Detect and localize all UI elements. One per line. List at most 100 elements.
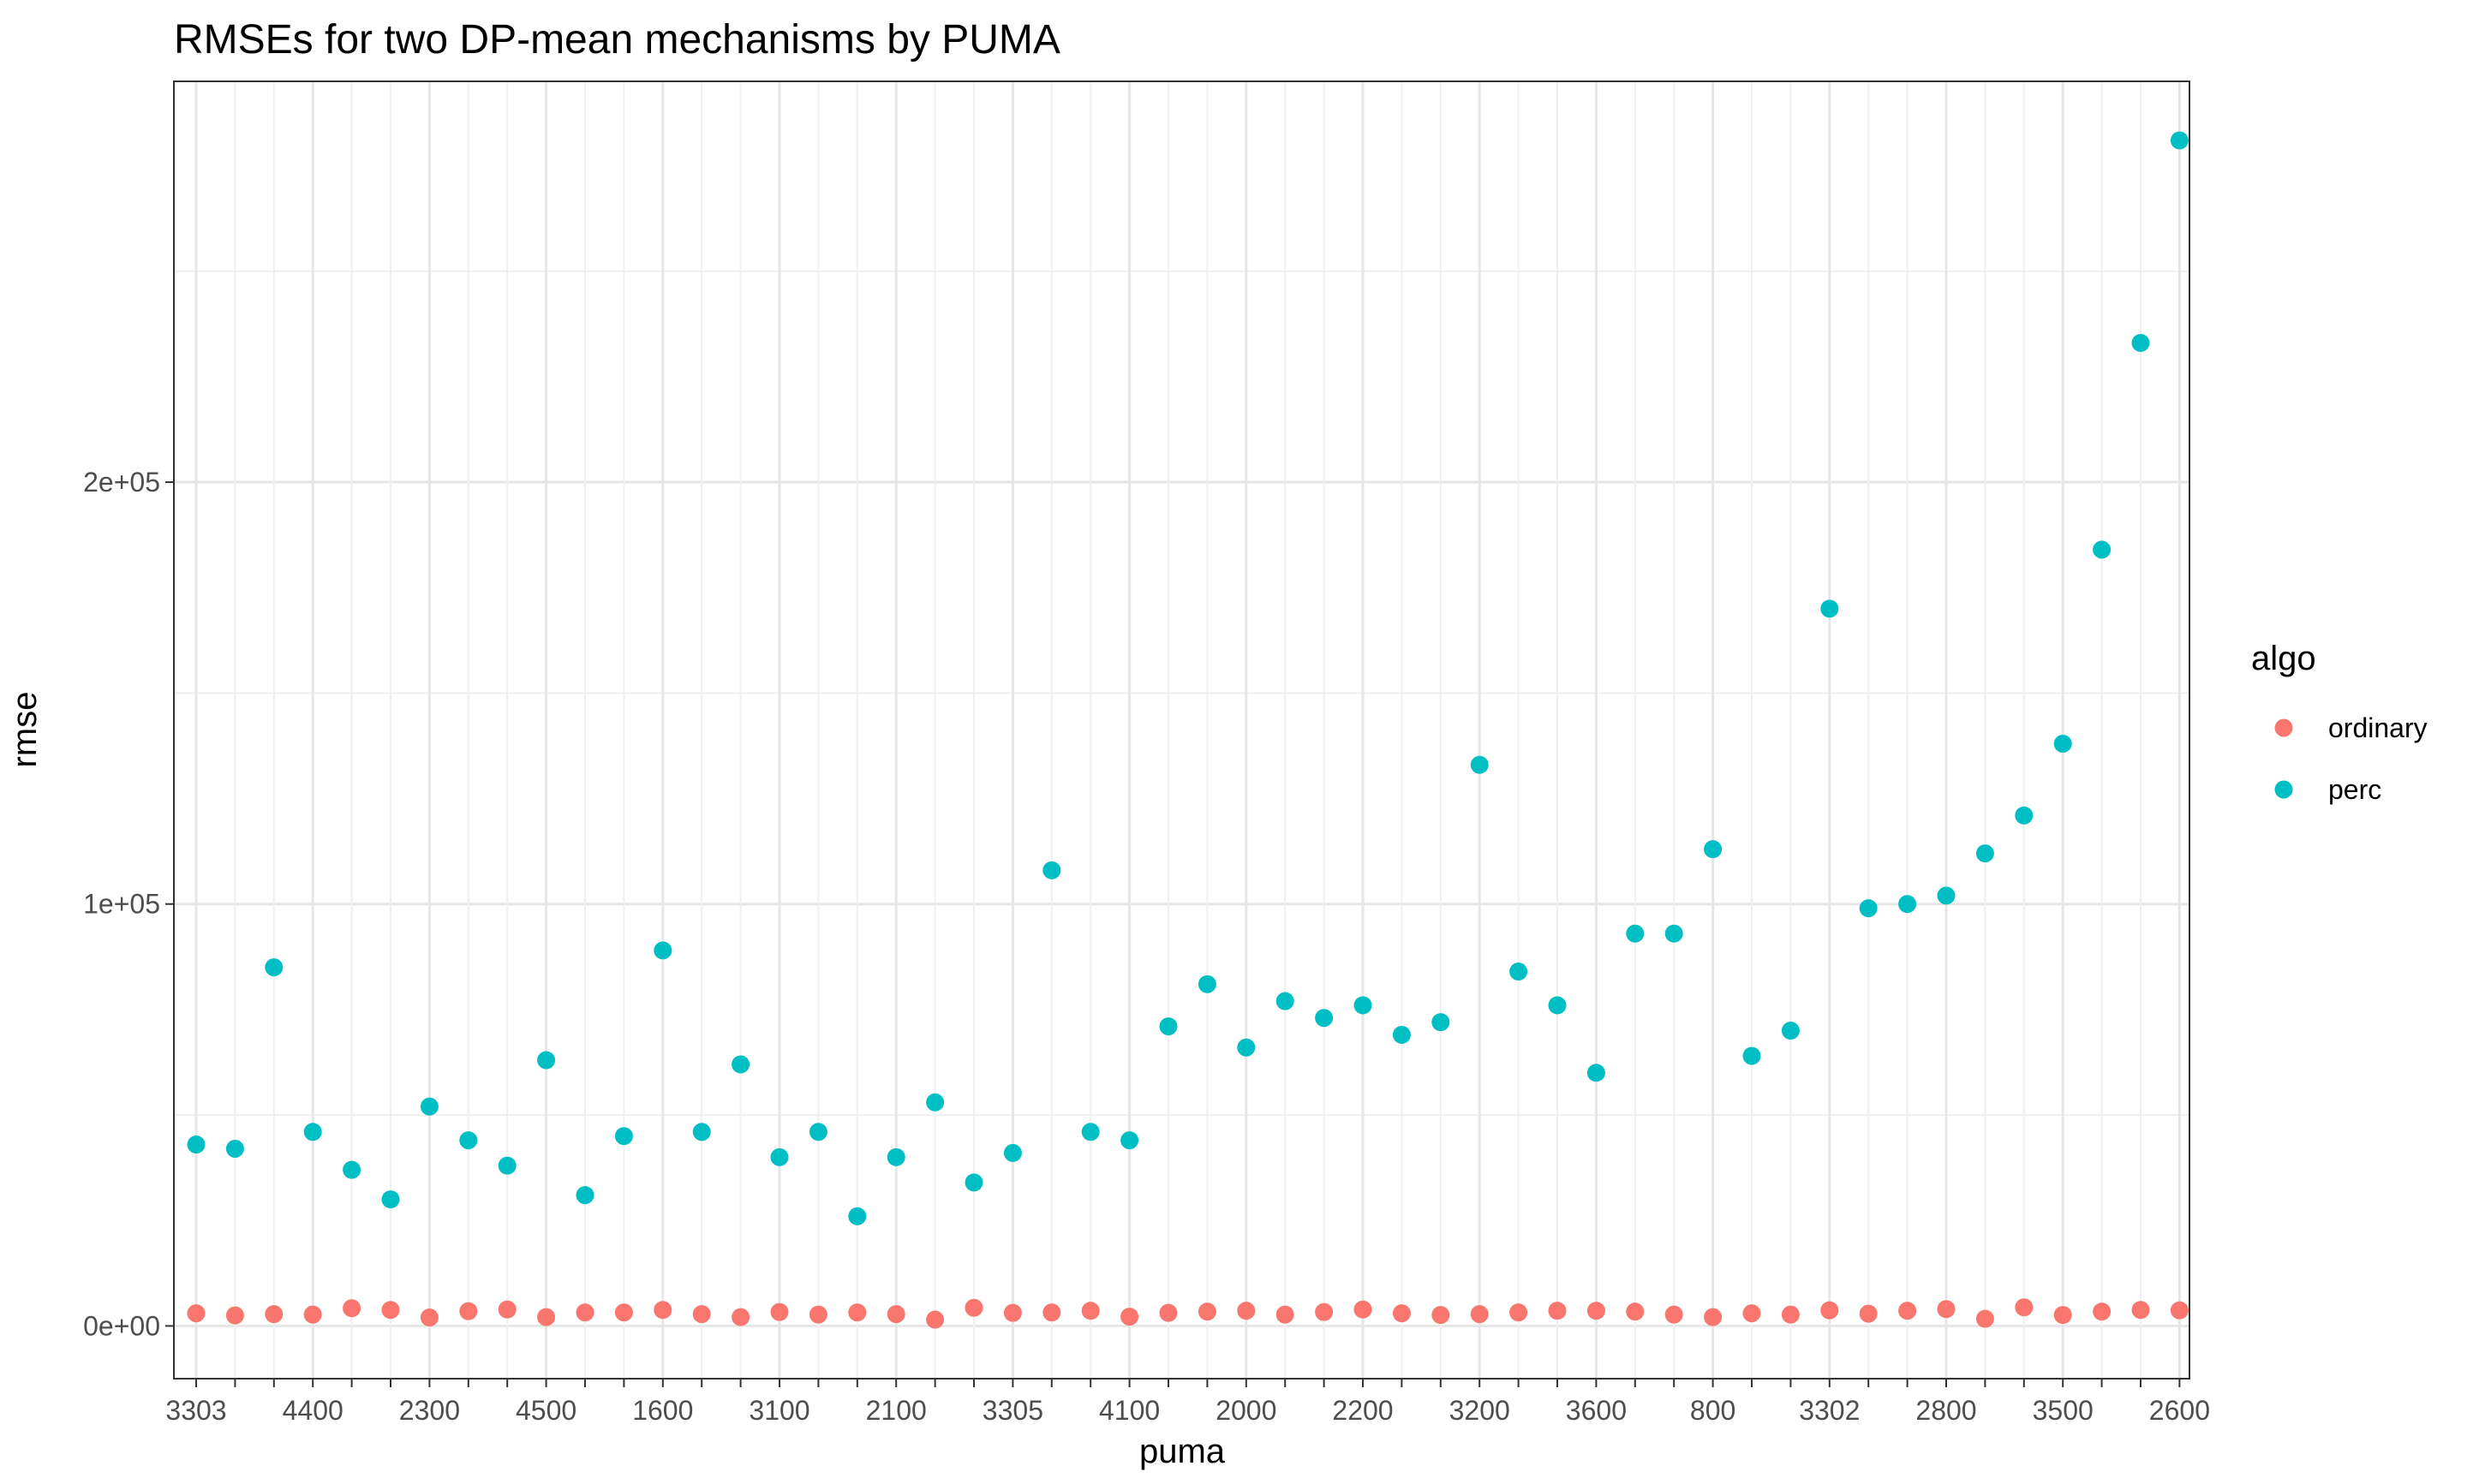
point-ordinary	[537, 1308, 556, 1326]
x-tick-label: 2300	[399, 1395, 460, 1426]
point-ordinary	[2093, 1302, 2112, 1321]
point-ordinary	[1781, 1305, 1800, 1324]
x-tick-label: 4500	[516, 1395, 576, 1426]
point-ordinary	[2053, 1306, 2072, 1325]
point-ordinary	[381, 1301, 400, 1320]
point-ordinary	[1392, 1304, 1411, 1323]
point-perc	[965, 1173, 983, 1192]
point-perc	[1120, 1131, 1139, 1150]
point-perc	[2170, 131, 2189, 150]
point-perc	[1275, 992, 1294, 1010]
y-tick-label: 1e+05	[83, 889, 160, 920]
point-ordinary	[265, 1305, 284, 1324]
point-ordinary	[1315, 1302, 1334, 1321]
x-tick-label: 1600	[632, 1395, 693, 1426]
legend: algo ordinary perc	[2251, 640, 2428, 805]
point-perc	[265, 958, 284, 977]
point-ordinary	[926, 1310, 945, 1329]
point-ordinary	[887, 1305, 905, 1324]
point-perc	[343, 1160, 361, 1179]
point-perc	[1781, 1022, 1800, 1040]
point-ordinary	[1120, 1308, 1139, 1326]
point-perc	[303, 1123, 322, 1141]
point-ordinary	[1548, 1302, 1567, 1320]
point-ordinary	[654, 1301, 672, 1320]
point-ordinary	[1275, 1305, 1294, 1324]
point-perc	[1470, 755, 1489, 774]
point-ordinary	[1820, 1301, 1839, 1320]
point-ordinary	[770, 1302, 789, 1321]
point-ordinary	[2170, 1301, 2189, 1320]
y-axis-title: rmse	[6, 692, 44, 768]
x-tick-label: 2000	[1216, 1395, 1276, 1426]
point-ordinary	[303, 1305, 322, 1324]
point-perc	[732, 1055, 750, 1074]
y-tick-label: 0e+00	[83, 1310, 160, 1341]
point-perc	[809, 1123, 827, 1141]
point-ordinary	[576, 1303, 594, 1322]
point-ordinary	[1431, 1306, 1450, 1325]
x-tick-label: 3500	[2033, 1395, 2094, 1426]
point-ordinary	[1859, 1304, 1878, 1323]
x-tick-label: 2800	[1915, 1395, 1976, 1426]
x-tick-label: 4100	[1099, 1395, 1160, 1426]
point-perc	[770, 1147, 789, 1166]
point-perc	[887, 1147, 905, 1166]
x-tick-label: 3305	[983, 1395, 1043, 1426]
point-perc	[1626, 924, 1645, 943]
x-tick-label: 2100	[866, 1395, 927, 1426]
point-perc	[1975, 844, 1994, 863]
point-perc	[1704, 840, 1723, 859]
minor-gridlines	[174, 270, 2189, 1117]
point-perc	[1509, 963, 1528, 981]
point-ordinary	[1081, 1302, 1100, 1320]
point-ordinary	[1586, 1302, 1605, 1320]
point-ordinary	[1664, 1305, 1683, 1324]
point-ordinary	[225, 1306, 244, 1325]
point-ordinary	[1742, 1304, 1761, 1323]
x-axis-title: puma	[1139, 1433, 1226, 1470]
point-ordinary	[1704, 1308, 1723, 1326]
point-ordinary	[692, 1305, 711, 1324]
point-ordinary	[732, 1308, 750, 1326]
x-tick-label: 3302	[1799, 1395, 1860, 1426]
legend-label-perc: perc	[2328, 774, 2381, 805]
point-perc	[926, 1093, 945, 1112]
major-gridlines	[174, 81, 2189, 1379]
point-perc	[1392, 1025, 1411, 1044]
point-ordinary	[1509, 1303, 1528, 1322]
point-perc	[1937, 886, 1956, 905]
chart-title: RMSEs for two DP-mean mechanisms by PUMA	[174, 17, 1060, 63]
plot-panel	[173, 80, 2190, 1380]
point-perc	[1198, 974, 1216, 993]
point-perc	[576, 1186, 594, 1205]
point-ordinary	[1626, 1302, 1645, 1321]
point-ordinary	[848, 1303, 867, 1322]
point-perc	[654, 941, 672, 960]
panel-border	[173, 80, 2190, 1380]
point-perc	[1003, 1143, 1022, 1162]
point-ordinary	[498, 1300, 517, 1319]
point-perc	[692, 1123, 711, 1141]
point-ordinary	[1470, 1305, 1489, 1324]
point-perc	[420, 1097, 439, 1116]
point-perc	[537, 1051, 556, 1070]
data-points	[187, 131, 2189, 1329]
point-perc	[2053, 735, 2072, 754]
point-ordinary	[614, 1303, 633, 1322]
x-tick-label: 4400	[283, 1395, 343, 1426]
point-perc	[1898, 895, 1917, 914]
point-perc	[1159, 1017, 1178, 1036]
legend-label-ordinary: ordinary	[2328, 712, 2428, 743]
point-perc	[1548, 996, 1567, 1015]
x-tick-label: 3600	[1566, 1395, 1627, 1426]
point-ordinary	[459, 1302, 478, 1320]
point-perc	[1042, 861, 1061, 879]
point-perc	[1237, 1038, 1256, 1057]
point-ordinary	[1042, 1303, 1061, 1322]
point-perc	[2015, 806, 2034, 825]
point-perc	[187, 1135, 206, 1154]
x-tick-label: 3303	[165, 1395, 226, 1426]
x-tick-label: 2600	[2149, 1395, 2210, 1426]
